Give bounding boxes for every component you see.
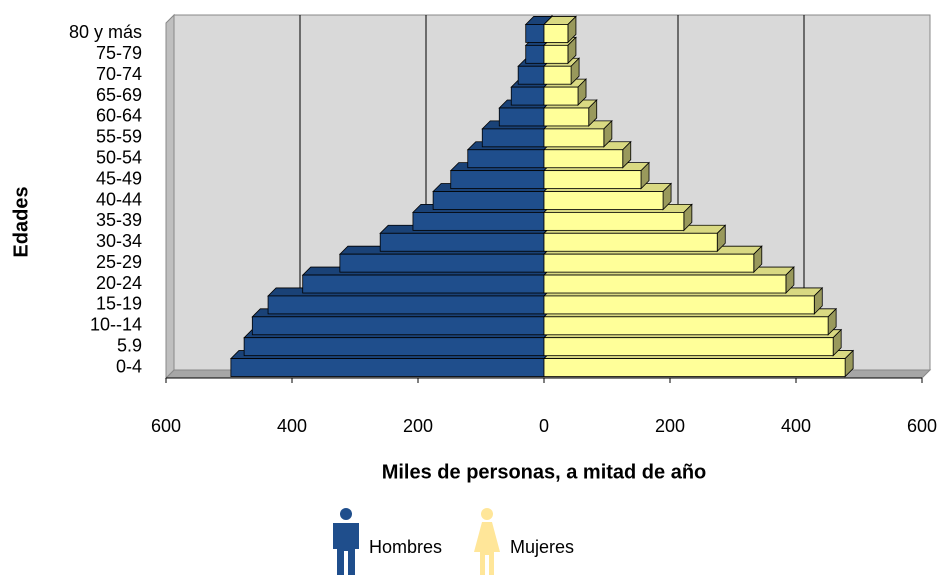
bar — [379, 232, 545, 252]
bar — [517, 65, 545, 85]
y-tick-label: 5.9 — [117, 335, 142, 355]
bar — [339, 253, 545, 273]
bar — [543, 65, 572, 85]
bar — [267, 295, 545, 315]
y-tick-label: 50-54 — [96, 147, 142, 167]
y-tick-label: 60-64 — [96, 106, 142, 126]
bar — [432, 191, 545, 210]
y-axis-label: Edades — [10, 186, 32, 257]
bar — [450, 170, 545, 189]
bar — [543, 44, 569, 64]
x-tick-label: 400 — [781, 416, 811, 436]
y-tick-label: 65-69 — [96, 85, 142, 105]
bar — [412, 212, 545, 231]
bar — [251, 316, 545, 336]
bar — [498, 107, 545, 127]
legend-item: Hombres — [333, 508, 442, 575]
bar — [543, 274, 787, 294]
bar — [543, 107, 590, 127]
bar — [467, 149, 545, 169]
bar — [543, 316, 829, 336]
y-tick-label: 80 y más — [69, 22, 142, 42]
legend-label: Mujeres — [510, 537, 574, 557]
bar — [543, 191, 664, 210]
y-tick-label: 15-19 — [96, 294, 142, 314]
y-tick-label: 25-29 — [96, 252, 142, 272]
plot-side-wall — [165, 13, 175, 380]
bar — [243, 337, 545, 357]
bar — [543, 24, 569, 43]
y-tick-label: 10--14 — [90, 315, 142, 335]
legend-icon — [474, 522, 500, 575]
x-tick-label: 600 — [151, 416, 181, 436]
legend-icon — [333, 523, 359, 575]
y-tick-label: 75-79 — [96, 43, 142, 63]
y-tick-label: 35-39 — [96, 210, 142, 230]
bar — [230, 358, 545, 377]
bar — [525, 44, 545, 64]
y-tick-label: 55-59 — [96, 127, 142, 147]
y-tick-label: 0-4 — [116, 356, 142, 376]
bar — [543, 253, 755, 273]
bar — [543, 295, 815, 315]
legend-icon-head — [340, 508, 352, 520]
y-tick-label: 30-34 — [96, 231, 142, 251]
y-tick-label: 20-24 — [96, 273, 142, 293]
x-tick-label: 0 — [539, 416, 549, 436]
legend-label: Hombres — [369, 537, 442, 557]
x-tick-label: 200 — [403, 416, 433, 436]
legend-item: Mujeres — [474, 508, 574, 575]
legend-icon-head — [481, 508, 493, 520]
bar — [543, 337, 834, 357]
bar — [543, 212, 685, 231]
x-tick-label: 600 — [907, 416, 937, 436]
x-tick-label: 400 — [277, 416, 307, 436]
bar — [543, 128, 605, 148]
x-tick-label: 200 — [655, 416, 685, 436]
bar — [543, 170, 642, 189]
y-tick-label: 45-49 — [96, 168, 142, 188]
bar — [543, 358, 846, 377]
bar — [481, 128, 545, 148]
y-tick-label: 70-74 — [96, 64, 142, 84]
bar — [510, 86, 545, 106]
bar — [543, 149, 624, 169]
x-axis-label: Miles de personas, a mitad de año — [382, 461, 707, 483]
y-tick-label: 40-44 — [96, 189, 142, 209]
bar — [302, 274, 545, 294]
bar — [525, 24, 545, 43]
bar — [543, 232, 718, 252]
bar — [543, 86, 579, 106]
